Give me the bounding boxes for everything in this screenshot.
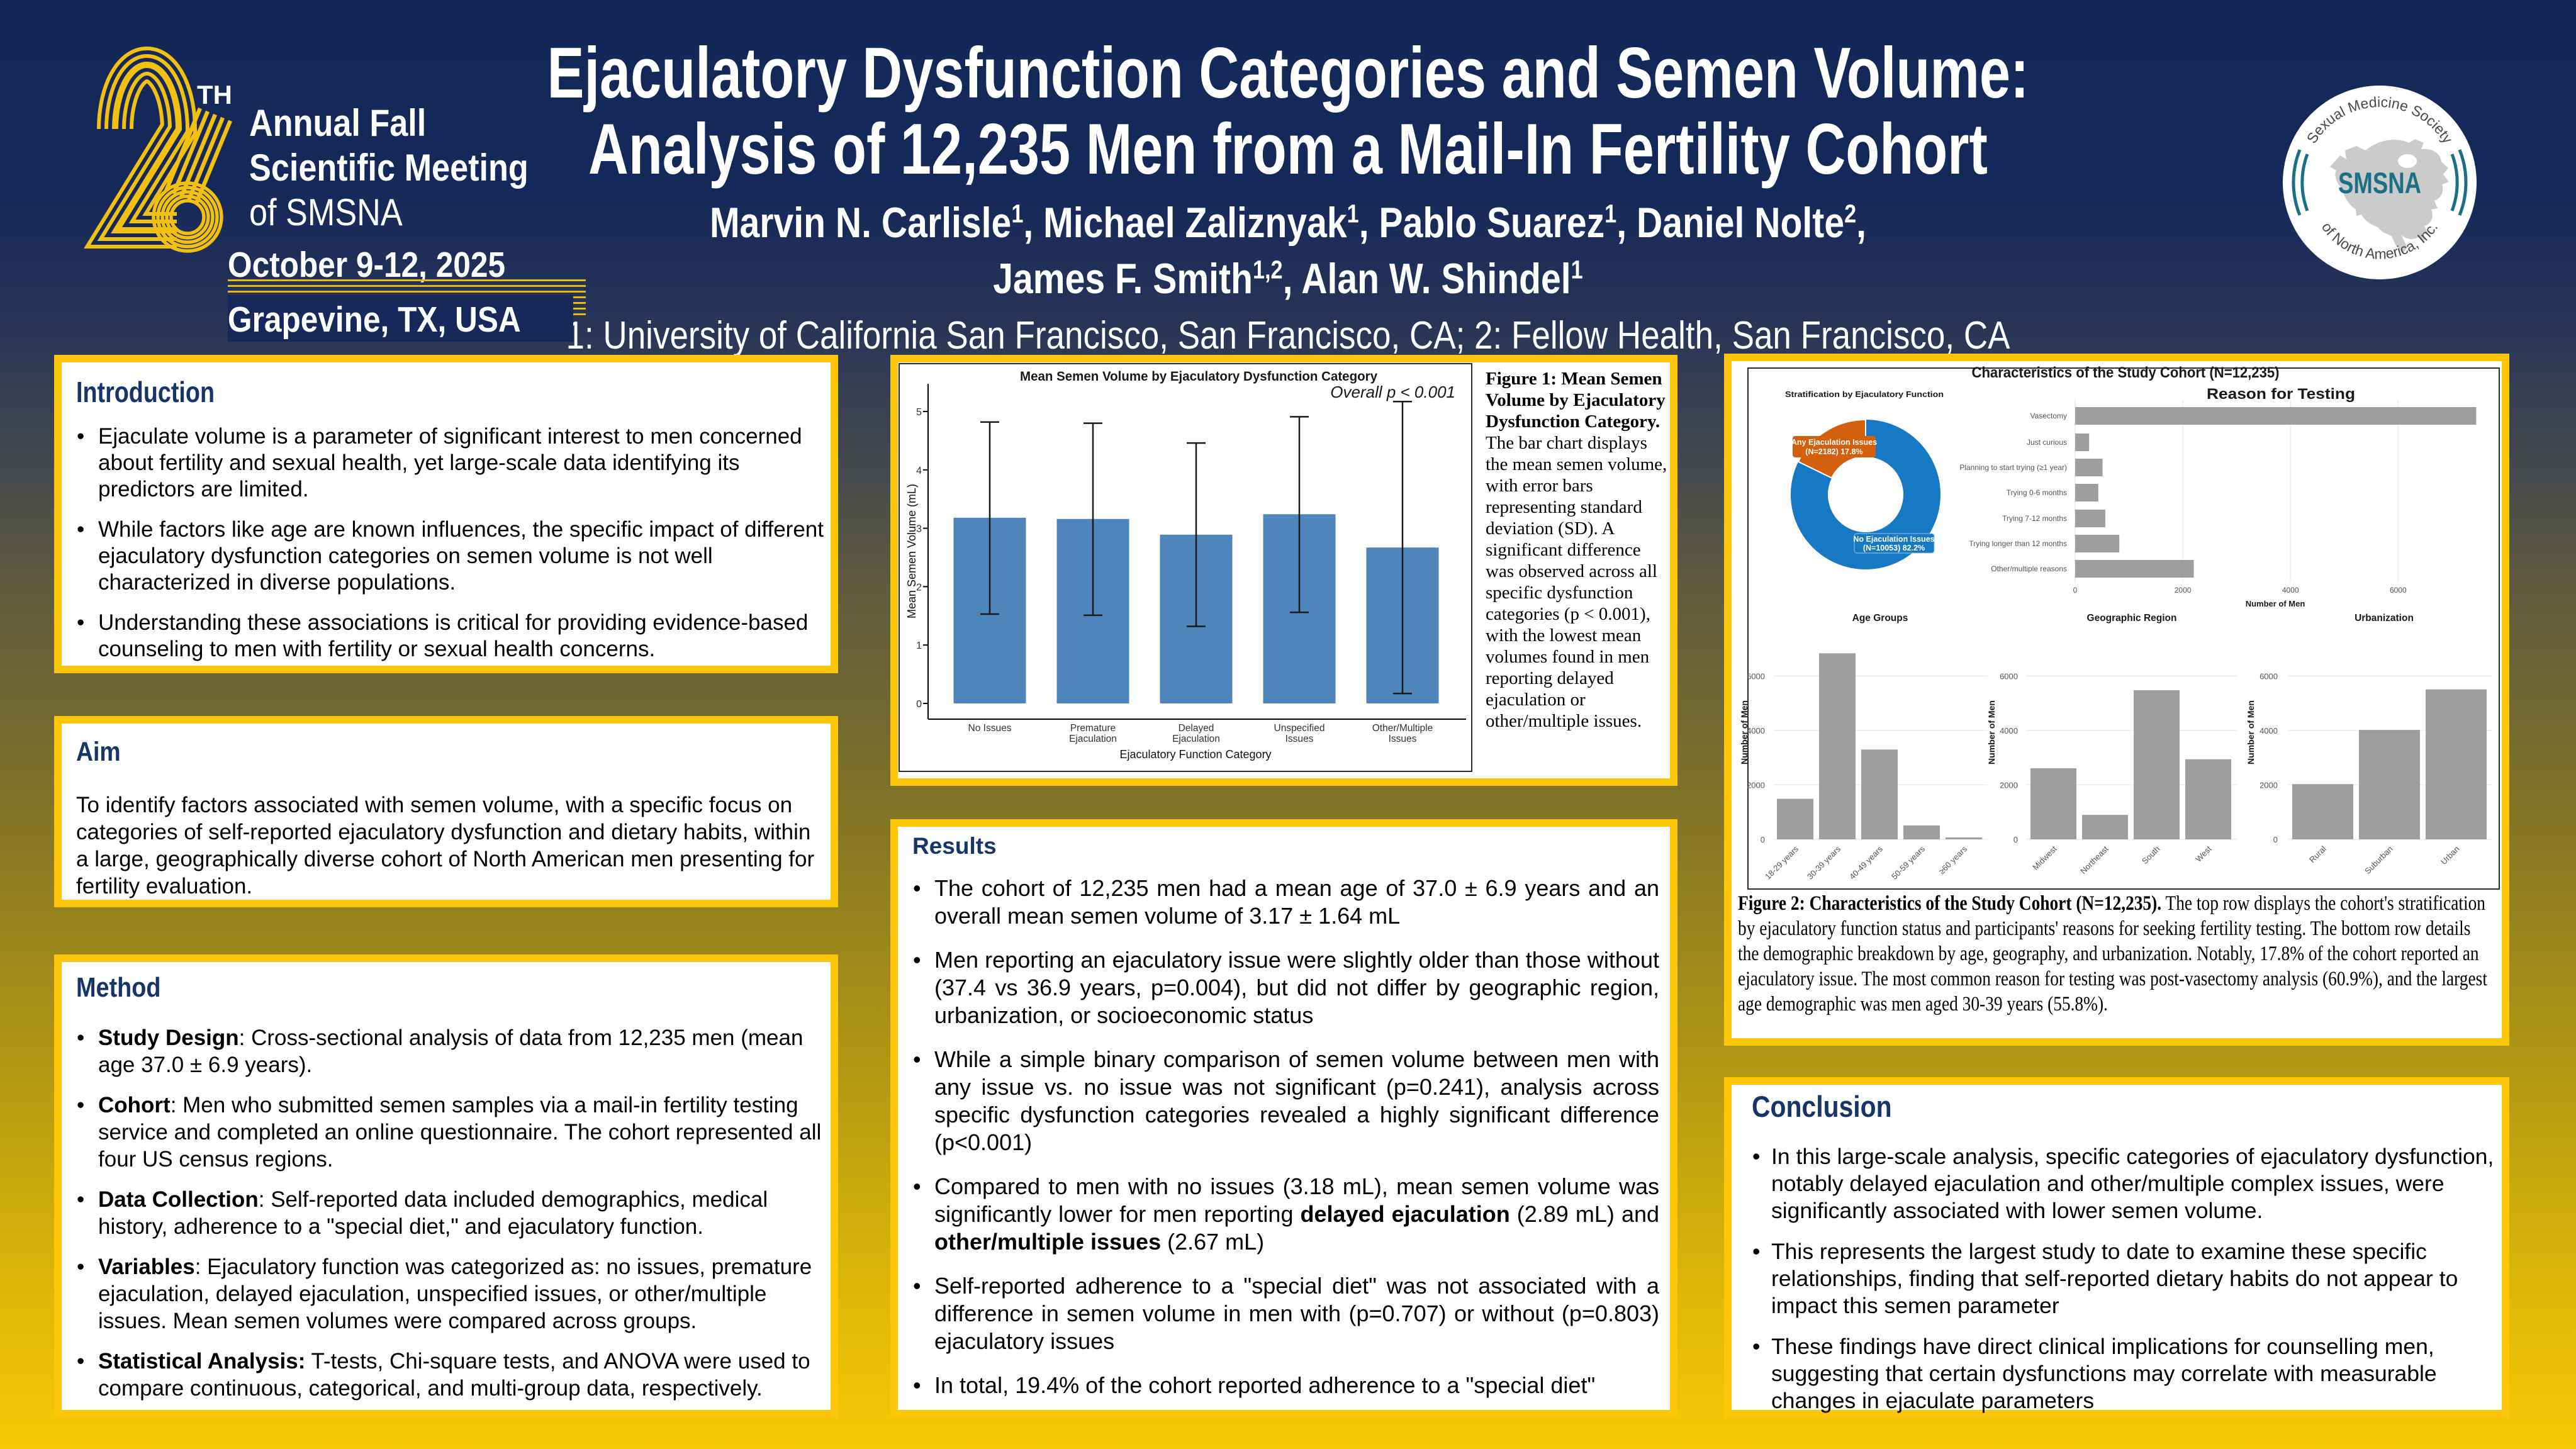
svg-text:0: 0 <box>2013 835 2018 844</box>
svg-text:2000: 2000 <box>2260 781 2278 790</box>
svg-text:Other/Multiple: Other/Multiple <box>1372 723 1433 734</box>
svg-text:0: 0 <box>2073 586 2078 595</box>
svg-text:1: 1 <box>916 641 922 651</box>
svg-text:2: 2 <box>916 582 922 593</box>
svg-text:No Ejaculation Issues: No Ejaculation Issues <box>1853 535 1934 544</box>
svg-text:Ejaculation: Ejaculation <box>1069 734 1117 744</box>
svg-text:Trying longer than 12 months: Trying longer than 12 months <box>1969 539 2067 548</box>
svg-text:0: 0 <box>2273 835 2278 844</box>
svg-text:6000: 6000 <box>2260 672 2278 681</box>
svg-text:Overall p < 0.001: Overall p < 0.001 <box>1330 383 1455 401</box>
svg-text:Stratification by Ejaculatory: Stratification by Ejaculatory Function <box>1785 389 1944 399</box>
svg-text:Characteristics of the Study C: Characteristics of the Study Cohort (N=1… <box>1972 364 2280 381</box>
svg-text:Ejaculation: Ejaculation <box>1172 734 1220 744</box>
svg-text:6000: 6000 <box>1747 672 1765 681</box>
svg-text:4000: 4000 <box>2282 586 2299 595</box>
svg-text:4000: 4000 <box>2000 726 2018 736</box>
svg-text:2000: 2000 <box>2175 586 2192 595</box>
svg-text:Any Ejaculation Issues: Any Ejaculation Issues <box>1791 438 1877 447</box>
svg-text:0: 0 <box>1761 835 1765 844</box>
svg-text:Mean Semen Volume by Ejaculato: Mean Semen Volume by Ejaculatory Dysfunc… <box>1020 369 1377 384</box>
svg-text:Planning to start trying (≥1 y: Planning to start trying (≥1 year) <box>1959 463 2067 472</box>
svg-text:5: 5 <box>916 407 922 418</box>
svg-text:Other/multiple reasons: Other/multiple reasons <box>1991 564 2067 573</box>
svg-text:4000: 4000 <box>1747 726 1765 736</box>
svg-text:2000: 2000 <box>1747 781 1765 790</box>
svg-text:4: 4 <box>916 466 922 476</box>
svg-text:Just curious: Just curious <box>2027 438 2067 447</box>
svg-text:Number of Men: Number of Men <box>1739 700 1749 764</box>
svg-text:Mean Semen Volume (mL): Mean Semen Volume (mL) <box>905 484 918 618</box>
svg-text:Trying 7-12 months: Trying 7-12 months <box>2002 514 2067 523</box>
svg-text:0: 0 <box>916 699 922 710</box>
svg-text:Issues: Issues <box>1285 734 1314 744</box>
svg-text:Issues: Issues <box>1389 734 1417 744</box>
svg-text:Reason for Testing: Reason for Testing <box>2207 386 2355 403</box>
svg-text:(N=2182) 17.8%: (N=2182) 17.8% <box>1805 447 1862 456</box>
svg-text:Number of Men: Number of Men <box>1986 700 1996 764</box>
svg-text:Ejaculatory Function Category: Ejaculatory Function Category <box>1119 748 1271 761</box>
svg-text:2000: 2000 <box>2000 781 2018 790</box>
svg-text:Age Groups: Age Groups <box>1852 613 1908 624</box>
svg-text:3: 3 <box>916 524 922 535</box>
svg-text:Trying 0-6 months: Trying 0-6 months <box>2007 488 2067 497</box>
svg-text:6000: 6000 <box>2000 672 2018 681</box>
svg-text:4000: 4000 <box>2260 726 2278 736</box>
svg-text:Delayed: Delayed <box>1179 723 1214 734</box>
svg-text:(N=10053) 82.2%: (N=10053) 82.2% <box>1863 544 1925 552</box>
svg-text:Number of Men: Number of Men <box>2246 599 2305 608</box>
svg-text:SMSNA: SMSNA <box>2338 166 2421 199</box>
svg-text:Unspecified: Unspecified <box>1274 723 1325 734</box>
svg-text:Number of Men: Number of Men <box>2246 700 2256 764</box>
svg-text:6000: 6000 <box>2390 586 2407 595</box>
svg-text:No Issues: No Issues <box>968 723 1012 734</box>
svg-text:Vasectomy: Vasectomy <box>2030 411 2067 420</box>
svg-text:Urbanization: Urbanization <box>2355 613 2414 624</box>
svg-text:Geographic Region: Geographic Region <box>2087 613 2177 624</box>
svg-text:Premature: Premature <box>1070 723 1116 734</box>
